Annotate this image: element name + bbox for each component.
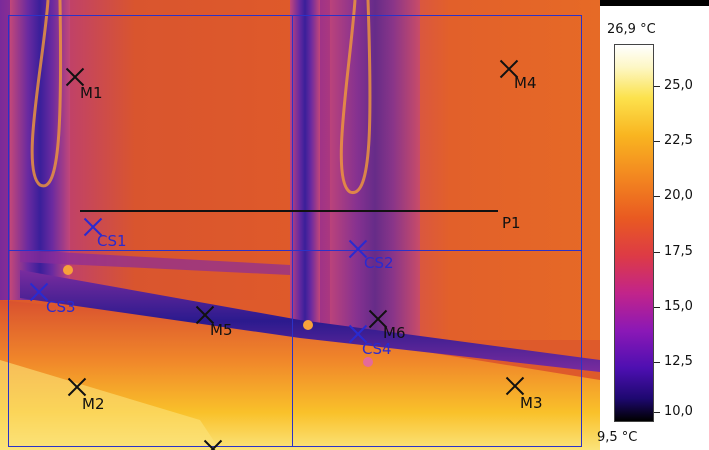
scale-tick-label: 12,5 bbox=[664, 354, 693, 369]
scale-tick-label: 20,0 bbox=[664, 188, 693, 203]
label-m1: M1 bbox=[80, 84, 103, 102]
scale-tick bbox=[654, 307, 660, 308]
label-m2: M2 bbox=[82, 395, 105, 413]
scale-min-label: 9,5 °C bbox=[597, 430, 638, 445]
label-cs2: CS2 bbox=[364, 254, 394, 272]
marker-m2-icon bbox=[68, 378, 86, 396]
label-m6: M6 bbox=[383, 324, 406, 342]
scale-tick-label: 10,0 bbox=[664, 404, 693, 419]
scale-max-label: 26,9 °C bbox=[607, 22, 656, 37]
thermal-image: M1 M4 M5 M6 M2 M3 P1 CS1 CS2 CS3 CS4 bbox=[0, 0, 600, 450]
marker-bottom-icon bbox=[204, 440, 222, 450]
area-box-top-right bbox=[292, 15, 582, 251]
area-box-top-left bbox=[8, 15, 293, 251]
scale-tick bbox=[654, 362, 660, 363]
label-m5: M5 bbox=[210, 321, 233, 339]
scale-tick bbox=[654, 412, 660, 413]
label-m4: M4 bbox=[514, 74, 537, 92]
temperature-scale-bar bbox=[614, 44, 654, 422]
scale-tick bbox=[654, 196, 660, 197]
label-cs1: CS1 bbox=[97, 232, 127, 250]
profile-line-p1 bbox=[80, 210, 498, 212]
label-cs3: CS3 bbox=[46, 298, 76, 316]
scale-tick-label: 25,0 bbox=[664, 78, 693, 93]
label-cs4: CS4 bbox=[362, 340, 392, 358]
scale-tick bbox=[654, 252, 660, 253]
scale-tick-label: 17,5 bbox=[664, 244, 693, 259]
label-m3: M3 bbox=[520, 394, 543, 412]
label-p1: P1 bbox=[502, 214, 521, 232]
area-box-bottom-right bbox=[292, 250, 582, 447]
scale-tick bbox=[654, 141, 660, 142]
scale-tick-label: 15,0 bbox=[664, 299, 693, 314]
scale-tick bbox=[654, 86, 660, 87]
area-box-bottom-left bbox=[8, 250, 293, 447]
marker-m3-icon bbox=[506, 377, 524, 395]
scale-tick-label: 22,5 bbox=[664, 133, 693, 148]
